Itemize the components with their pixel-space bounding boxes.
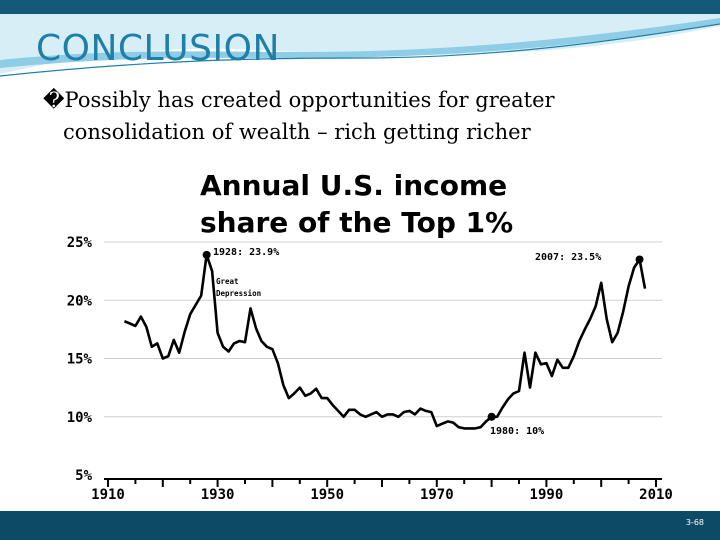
x-tick-label: 1990 [530,487,564,503]
annotation-1980: 1980: 10% [490,426,544,437]
marker-layer [202,250,644,421]
y-tick-label: 25% [67,235,93,251]
footer-bar [0,511,720,540]
title-band [0,0,720,77]
title-band-wave-line [0,23,720,77]
bullet-text: Possibly has created opportunities for g… [63,88,555,144]
slide-number: 3-68 [685,518,704,527]
x-tick-label: 2010 [639,487,673,503]
highlight-marker [487,412,496,421]
chart-title-line-1: Annual U.S. income [200,169,507,202]
slide-title: CONCLUSION [36,28,280,69]
highlight-marker [635,255,644,264]
y-tick-label: 15% [67,352,93,368]
annotation-2007: 2007: 23.5% [535,252,601,263]
income-share-chart: 5% 10% 15% 20% 25% 1910 1930 1950 1970 1990 2010 A… [67,169,673,503]
x-tick-label: 1910 [91,487,125,503]
title-band-wave-mid [0,18,720,68]
highlight-marker [202,250,211,259]
y-tick-label: 20% [67,293,93,309]
title-band-wave-light [0,14,720,74]
annotation-depression: Depression [216,289,261,298]
annotation-great: Great [216,277,239,286]
y-tick-label: 5% [75,468,92,484]
y-tick-label: 10% [67,410,93,426]
series-line [123,253,647,430]
bullet-point: �Possibly has created opportunities for … [42,84,682,148]
axis-layer: 5% 10% 15% 20% 25% 1910 1930 1950 1970 1990 2010 [67,235,673,503]
grid-layer [104,241,662,418]
x-tick-label: 1930 [201,487,235,503]
annotation-1928: 1928: 23.9% [213,247,279,258]
chart-image: 5% 10% 15% 20% 25% 1910 1930 1950 1970 1990 2010 A… [36,160,692,512]
title-band-dark [0,0,720,14]
x-tick-label: 1950 [310,487,344,503]
x-tick-label: 1970 [420,487,454,503]
chart-title-line-2: share of the Top 1% [200,206,513,239]
bullet-marker: � [43,88,65,112]
